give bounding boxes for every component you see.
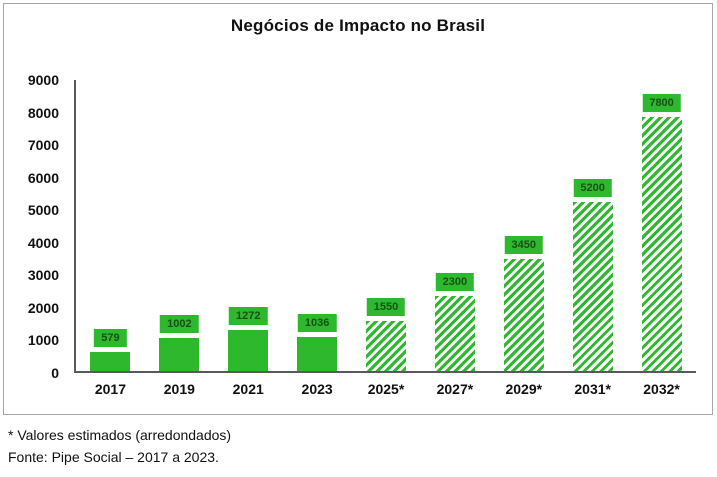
bar-actual bbox=[159, 338, 200, 371]
bar-estimated bbox=[572, 202, 613, 371]
x-axis-label: 2029* bbox=[505, 381, 543, 397]
bar-estimated bbox=[366, 321, 406, 371]
bar-column-2032: 7800 2032* bbox=[627, 80, 696, 397]
y-axis-tick-label: 8000 bbox=[27, 104, 59, 121]
chart-figure: Negócios de Impacto no Brasil 0 1000 2000 3… bbox=[3, 3, 713, 415]
bar-value-label: 2300 bbox=[435, 273, 475, 291]
bar-value-label: 1550 bbox=[366, 298, 406, 316]
y-axis: 0 1000 2000 3000 4000 5000 6000 7000 8000 9000 bbox=[4, 73, 66, 380]
bar-column-2023: 1036 2023 bbox=[283, 80, 352, 397]
footnote-source: Fonte: Pipe Social – 2017 a 2023. bbox=[8, 449, 219, 466]
y-axis-tick-label: 1000 bbox=[27, 332, 59, 349]
bar-value-label: 1002 bbox=[160, 315, 199, 333]
bar-value-label: 1272 bbox=[228, 307, 268, 325]
bar-estimated bbox=[434, 296, 475, 371]
bar-value-label: 5200 bbox=[573, 179, 612, 197]
y-axis-tick-label: 4000 bbox=[27, 234, 59, 251]
x-axis-label: 2025* bbox=[367, 381, 405, 397]
y-axis-tick-label: 3000 bbox=[27, 267, 59, 284]
bar-estimated bbox=[503, 259, 544, 371]
bar-column-2031: 5200 2031* bbox=[558, 80, 627, 397]
bar-column-2017: 579 2017 bbox=[76, 80, 145, 397]
footnote-estimated: * Valores estimados (arredondados) bbox=[8, 427, 232, 443]
bar-column-2021: 1272 2021 bbox=[214, 80, 283, 397]
x-axis-label: 2032* bbox=[643, 381, 680, 397]
bar-column-2019: 1002 2019 bbox=[145, 80, 214, 397]
y-axis-tick-label: 7000 bbox=[27, 137, 59, 154]
bar-actual bbox=[90, 352, 131, 371]
bar-value-label: 7800 bbox=[642, 94, 681, 112]
chart-title: Negócios de Impacto no Brasil bbox=[230, 16, 486, 35]
x-axis-label: 2019 bbox=[163, 381, 195, 397]
x-axis-label: 2031* bbox=[574, 381, 611, 397]
plot-area: 579 2017 1002 2019 1272 2021 1036 2023 1550 2025*… bbox=[74, 80, 696, 397]
y-axis-tick-label: 5000 bbox=[27, 202, 59, 219]
footnotes: * Valores estimados (arredondados) Fonte… bbox=[8, 424, 231, 469]
bar-actual bbox=[297, 337, 338, 371]
y-axis-tick-label: 6000 bbox=[27, 169, 59, 186]
y-axis-tick-label: 2000 bbox=[27, 299, 59, 316]
bar-value-label: 1036 bbox=[297, 314, 337, 332]
x-axis-label: 2023 bbox=[301, 381, 333, 397]
x-axis-label: 2021 bbox=[232, 381, 264, 397]
bar-value-label: 579 bbox=[94, 329, 127, 347]
x-axis-label: 2017 bbox=[94, 381, 127, 397]
bar-column-2027: 2300 2027* bbox=[420, 80, 489, 397]
bar-column-2029: 3450 2029* bbox=[489, 80, 558, 397]
bar-column-2025: 1550 2025* bbox=[352, 80, 421, 397]
y-axis-tick-label: 9000 bbox=[27, 72, 59, 88]
bar-estimated bbox=[641, 117, 682, 371]
x-axis-label: 2027* bbox=[436, 381, 474, 397]
y-axis-tick-label: 0 bbox=[51, 365, 59, 381]
bar-value-label: 3450 bbox=[504, 236, 544, 254]
bar-actual bbox=[228, 330, 269, 371]
